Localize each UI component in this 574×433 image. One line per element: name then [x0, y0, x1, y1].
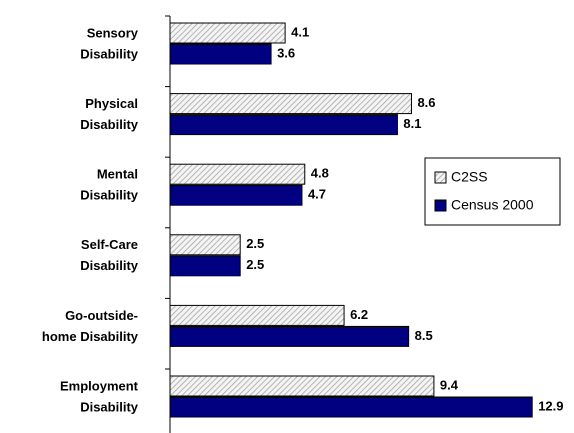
category-label: Disability [80, 117, 139, 132]
bar [169, 22, 286, 44]
legend-swatch [434, 199, 447, 212]
category-label: Sensory [87, 25, 139, 40]
bar [169, 396, 533, 418]
legend-label: Census 2000 [451, 197, 534, 213]
value-label: 2.5 [246, 236, 264, 251]
value-label: 8.6 [417, 95, 435, 110]
value-label: 3.6 [277, 45, 295, 60]
category-label: Mental [97, 167, 138, 182]
bar [169, 325, 410, 347]
value-label: 6.2 [350, 307, 368, 322]
value-label: 4.7 [308, 187, 326, 202]
legend-box [424, 157, 561, 226]
category-label: Employment [60, 378, 139, 393]
value-label: 4.8 [311, 166, 329, 181]
category-label: home Disability [42, 329, 139, 344]
value-label: 8.1 [403, 116, 421, 131]
bar [169, 93, 412, 115]
category-label: Self-Care [81, 237, 138, 252]
legend-label: C2SS [451, 169, 488, 185]
legend-swatch [434, 171, 447, 184]
value-label: 2.5 [246, 257, 264, 272]
bar [169, 304, 345, 326]
category-label: Disability [80, 188, 139, 203]
category-label: Disability [80, 258, 139, 273]
bar [169, 375, 435, 397]
category-label: Disability [80, 46, 139, 61]
value-label: 12.9 [538, 398, 563, 413]
bar [169, 184, 303, 206]
bar [169, 114, 398, 136]
value-label: 8.5 [415, 328, 433, 343]
category-label: Physical [85, 96, 138, 111]
bar [169, 255, 241, 277]
category-label: Go-outside- [65, 308, 138, 323]
bar [169, 234, 241, 256]
category-label: Disability [80, 399, 139, 414]
bar [169, 43, 272, 65]
bar [169, 163, 306, 185]
value-label: 9.4 [440, 377, 459, 392]
value-label: 4.1 [291, 24, 309, 39]
